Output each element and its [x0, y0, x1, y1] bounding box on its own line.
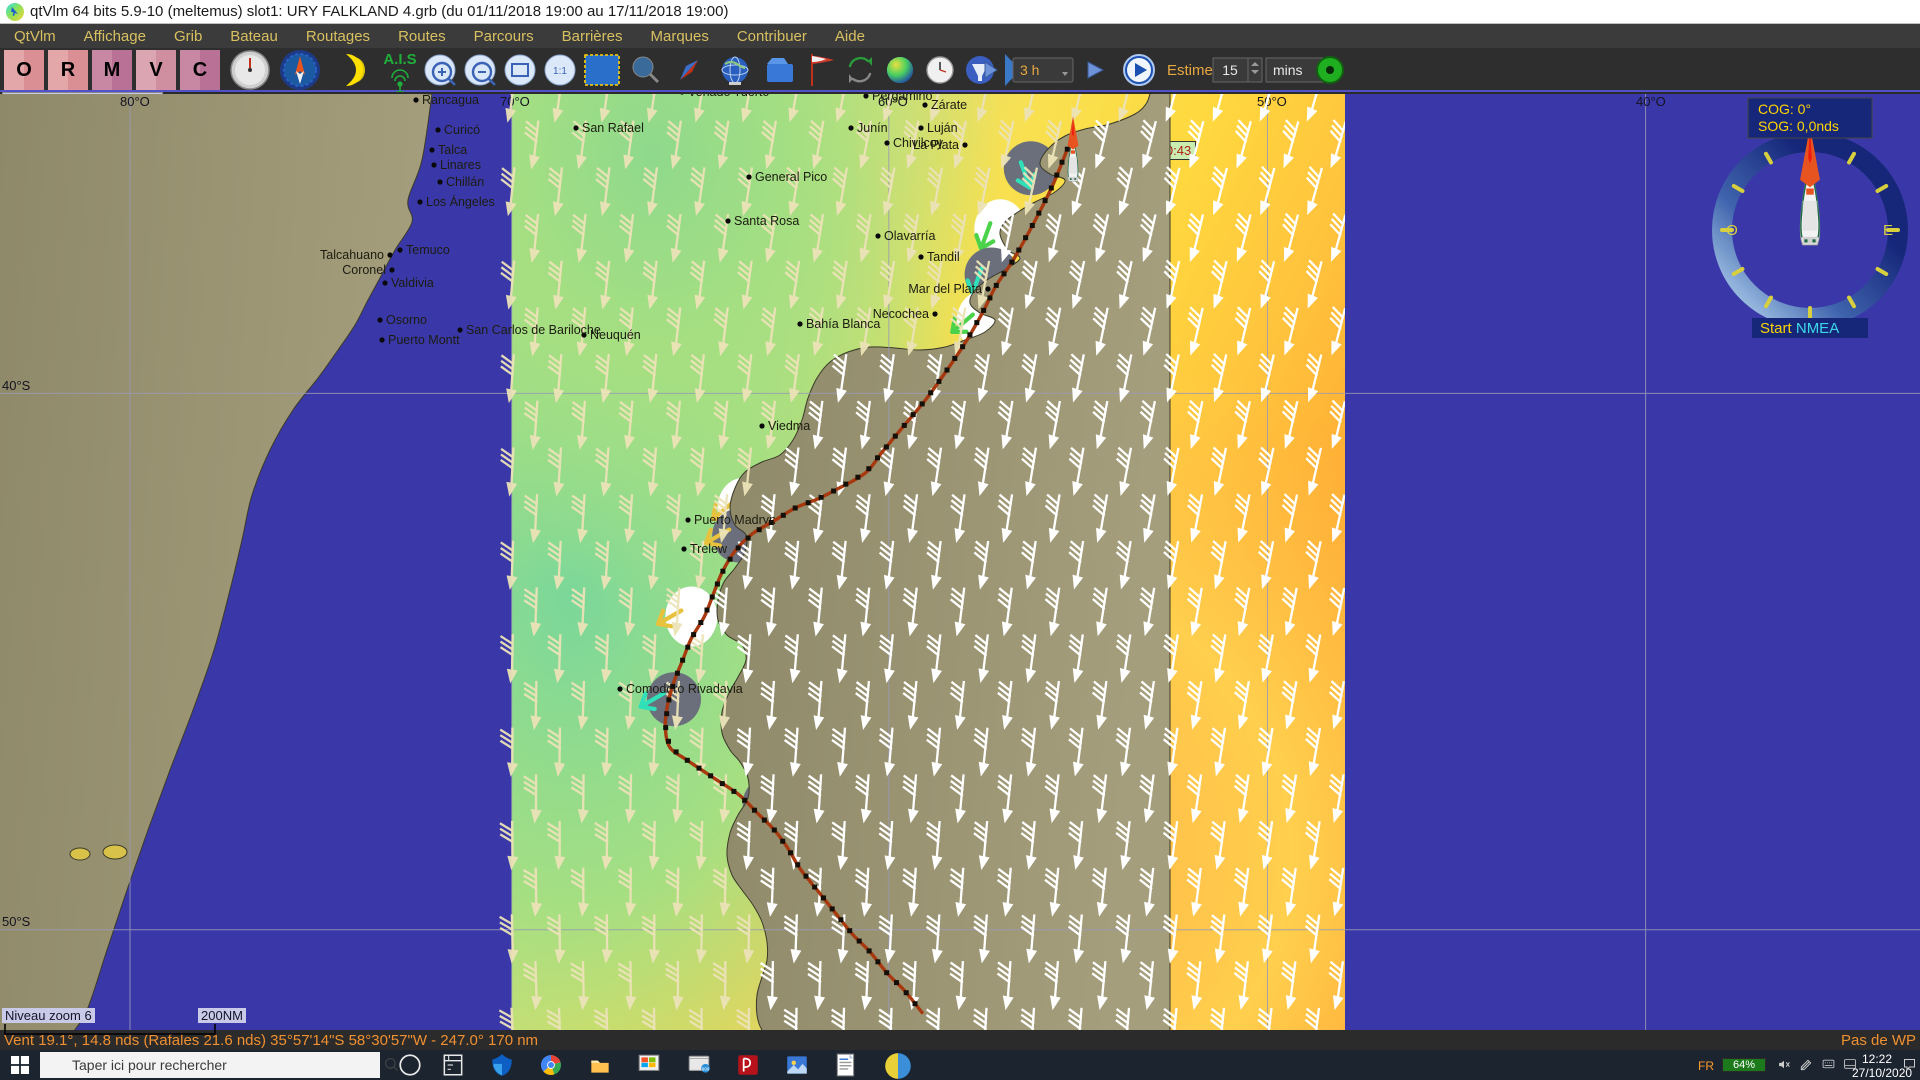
svg-text:V: V [149, 59, 163, 81]
svg-text:R: R [61, 59, 76, 81]
svg-text:M: M [104, 59, 121, 81]
svg-text:999: 999 [702, 1066, 710, 1071]
svg-text:O: O [16, 59, 32, 81]
svg-text:mins: mins [1273, 62, 1303, 78]
svg-text:3 h: 3 h [1020, 62, 1039, 78]
svg-text:A.I.S: A.I.S [383, 51, 416, 68]
svg-text:1:1: 1:1 [553, 66, 567, 77]
svg-text:Estime: Estime [1167, 62, 1213, 79]
svg-text:15: 15 [1222, 62, 1238, 78]
svg-text:C: C [193, 59, 207, 81]
